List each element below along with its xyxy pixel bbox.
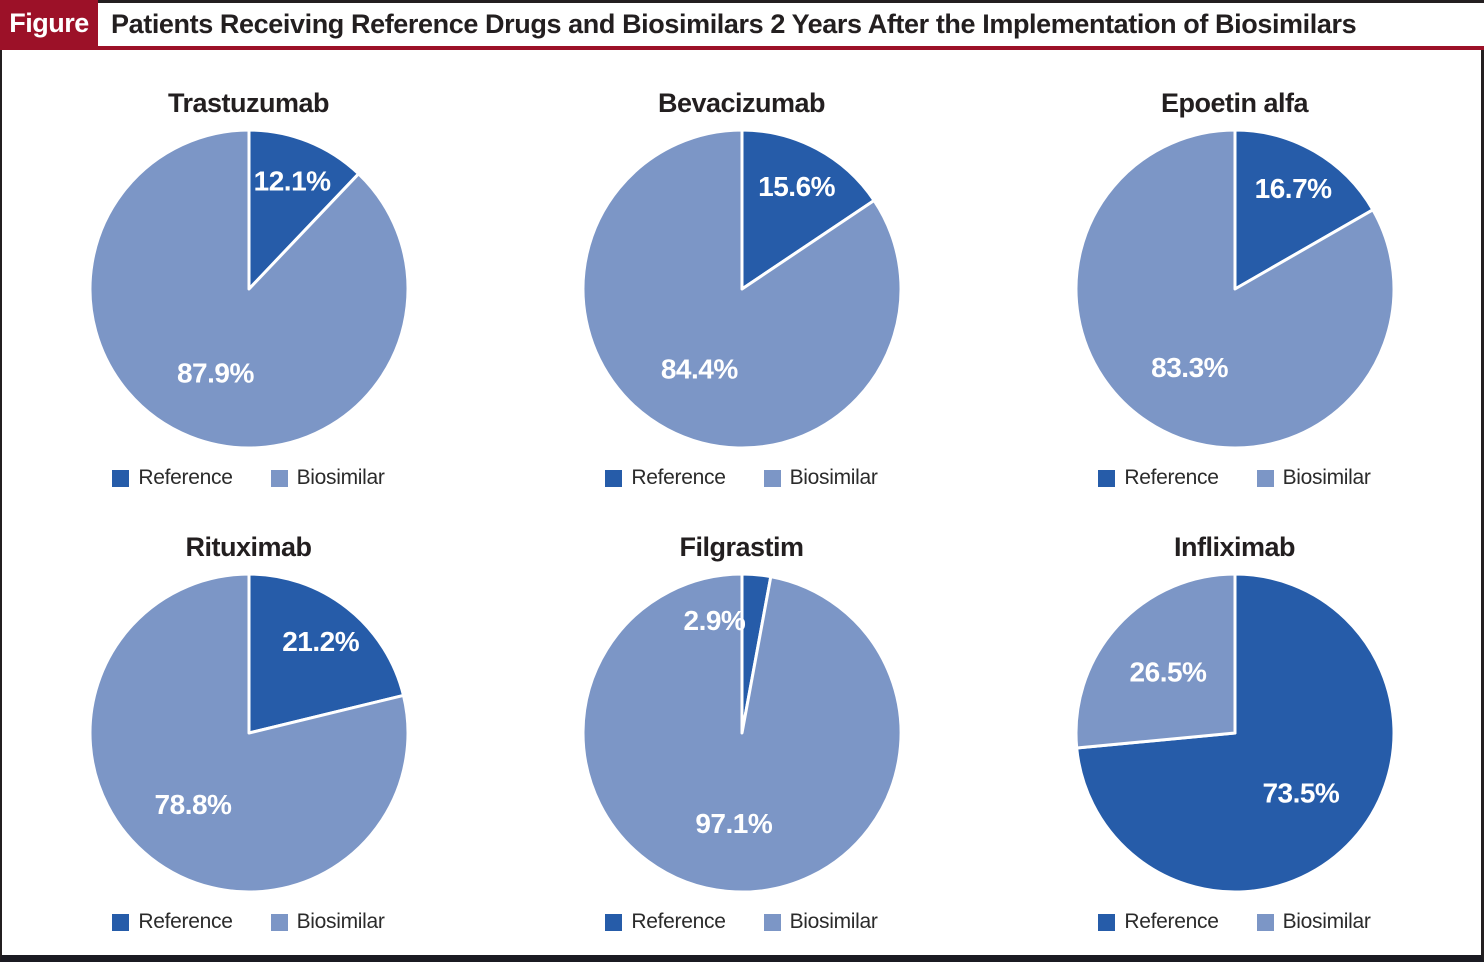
pie-title: Epoetin alfa	[1160, 88, 1309, 118]
biosimilar-slice	[88, 572, 409, 894]
legend-label-reference: Reference	[138, 466, 233, 489]
pie-chart-cell-infliximab: Infliximab 73.5% 26.5% Reference Biosimil…	[988, 502, 1481, 955]
figure-tag: Figure	[0, 0, 98, 46]
reference-swatch-icon	[112, 913, 130, 931]
pie-title: Filgrastim	[679, 532, 804, 562]
pie-title: Rituximab	[185, 532, 312, 562]
legend-label-biosimilar: Biosimilar	[789, 910, 878, 933]
reference-swatch-icon	[1098, 469, 1116, 487]
legend: Reference Biosimilar	[605, 910, 878, 934]
biosimilar-swatch-icon	[1256, 469, 1274, 487]
legend: Reference Biosimilar	[1098, 466, 1371, 490]
legend-label-reference: Reference	[631, 466, 726, 489]
biosimilar-value-label: 83.3%	[1151, 352, 1228, 383]
reference-value-label: 2.9%	[683, 605, 745, 636]
pie-chart-cell-rituximab: Rituximab 21.2% 78.8% Reference Biosimila…	[2, 502, 495, 955]
legend-item-reference: Reference	[112, 910, 233, 934]
reference-swatch-icon	[605, 913, 623, 931]
reference-slice	[247, 572, 405, 735]
legend-item-reference: Reference	[112, 466, 233, 490]
biosimilar-value-label: 84.4%	[660, 354, 737, 385]
legend-label-biosimilar: Biosimilar	[1282, 910, 1371, 933]
reference-swatch-icon	[1098, 913, 1116, 931]
legend-label-reference: Reference	[138, 910, 233, 933]
legend-label-biosimilar: Biosimilar	[296, 466, 385, 489]
biosimilar-slice	[581, 572, 903, 894]
legend-label-reference: Reference	[1124, 910, 1219, 933]
reference-value-label: 16.7%	[1254, 173, 1331, 204]
reference-slice	[740, 128, 876, 291]
biosimilar-value-label: 78.8%	[154, 789, 231, 820]
pie-chart-cell-trastuzumab: Trastuzumab 12.1% 87.9% Reference Biosimi…	[2, 50, 495, 502]
legend-item-biosimilar: Biosimilar	[270, 466, 385, 490]
biosimilar-value-label: 97.1%	[695, 808, 772, 839]
biosimilar-value-label: 26.5%	[1129, 657, 1206, 688]
legend-item-reference: Reference	[605, 910, 726, 934]
legend-item-biosimilar: Biosimilar	[763, 910, 878, 934]
legend-item-biosimilar: Biosimilar	[1256, 466, 1371, 490]
pie-title: Trastuzumab	[167, 88, 330, 118]
reference-swatch-icon	[112, 469, 130, 487]
pie-chart-rituximab: 21.2% 78.8%	[88, 572, 409, 894]
chart-row-top: Trastuzumab 12.1% 87.9% Reference Biosimi…	[2, 50, 1481, 502]
biosimilar-slice	[1073, 128, 1395, 450]
figure-header: Figure Patients Receiving Reference Drug…	[0, 0, 1484, 50]
pie-chart-filgrastim: 2.9% 97.1%	[581, 572, 903, 894]
legend-label-biosimilar: Biosimilar	[296, 910, 385, 933]
legend-label-biosimilar: Biosimilar	[789, 466, 878, 489]
biosimilar-swatch-icon	[270, 469, 288, 487]
legend-label-reference: Reference	[1124, 466, 1219, 489]
legend-item-reference: Reference	[605, 466, 726, 490]
legend: Reference Biosimilar	[605, 466, 878, 490]
legend-item-biosimilar: Biosimilar	[1256, 910, 1371, 934]
legend-item-biosimilar: Biosimilar	[763, 466, 878, 490]
pie-chart-infliximab: 73.5% 26.5%	[1074, 572, 1395, 894]
legend-label-reference: Reference	[631, 910, 726, 933]
legend-item-biosimilar: Biosimilar	[270, 910, 385, 934]
figure-title: Patients Receiving Reference Drugs and B…	[98, 0, 1484, 46]
legend: Reference Biosimilar	[112, 910, 385, 934]
pie-chart-epoetin-alfa: 16.7% 83.3%	[1073, 128, 1395, 450]
legend-label-biosimilar: Biosimilar	[1282, 466, 1371, 489]
legend-item-reference: Reference	[1098, 910, 1219, 934]
biosimilar-swatch-icon	[1256, 913, 1274, 931]
pie-chart-trastuzumab: 12.1% 87.9%	[88, 128, 409, 450]
biosimilar-slice	[1074, 572, 1236, 750]
reference-value-label: 15.6%	[758, 171, 835, 202]
reference-slice	[247, 128, 360, 291]
reference-slice	[1233, 128, 1374, 291]
biosimilar-slice	[88, 128, 409, 450]
pie-chart-cell-filgrastim: Filgrastim 2.9% 97.1% Reference Biosimila…	[495, 502, 988, 955]
pie-chart-cell-epoetin-alfa: Epoetin alfa 16.7% 83.3% Reference Biosim…	[988, 50, 1481, 502]
legend: Reference Biosimilar	[1098, 910, 1371, 934]
pie-title: Infliximab	[1173, 532, 1296, 562]
legend: Reference Biosimilar	[112, 466, 385, 490]
biosimilar-value-label: 87.9%	[176, 358, 253, 389]
legend-item-reference: Reference	[1098, 466, 1219, 490]
chart-row-bottom: Rituximab 21.2% 78.8% Reference Biosimila…	[2, 502, 1481, 955]
biosimilar-swatch-icon	[763, 913, 781, 931]
reference-value-label: 73.5%	[1262, 777, 1339, 808]
reference-swatch-icon	[605, 469, 623, 487]
reference-value-label: 21.2%	[282, 626, 359, 657]
pie-title: Bevacizumab	[657, 88, 826, 118]
figure-body: Trastuzumab 12.1% 87.9% Reference Biosimi…	[0, 50, 1484, 962]
pie-chart-cell-bevacizumab: Bevacizumab 15.6% 84.4% Reference Biosimi…	[495, 50, 988, 502]
biosimilar-swatch-icon	[270, 913, 288, 931]
biosimilar-slice	[580, 128, 902, 450]
reference-value-label: 12.1%	[253, 166, 330, 197]
biosimilar-swatch-icon	[763, 469, 781, 487]
pie-chart-bevacizumab: 15.6% 84.4%	[580, 128, 902, 450]
